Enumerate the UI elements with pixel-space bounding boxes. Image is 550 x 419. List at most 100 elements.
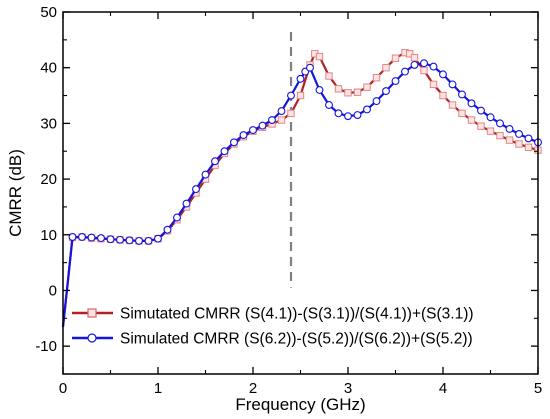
series-2-point [382,87,390,96]
series-2-point [344,112,352,121]
series-2-point [486,113,495,122]
series-2-point [296,74,305,83]
series-1-point [372,74,381,82]
x-tick-label: 5 [534,380,542,397]
series-2-point [467,99,476,108]
series-2-point [258,121,267,130]
legend-label-2: Simulated CMRR (S(6.2))-(S(5.2))/(S(6.2)… [120,331,473,348]
series-2-point [230,138,238,147]
series-2-point [363,105,371,114]
series-2-point [391,77,400,86]
x-tick-label: 1 [154,380,162,397]
series-2-point [201,170,210,179]
series-1-point [344,89,352,97]
series-2-point [211,157,219,166]
series-1-point [296,91,305,100]
series-2-point [496,119,504,128]
series-2-point [135,236,143,245]
series-2-point [116,235,124,244]
series-2-point [287,91,295,100]
series-2-point [325,101,333,109]
series-2-point [125,236,134,245]
y-tick-label: 10 [40,227,57,244]
series-2-point [515,130,523,138]
series-2-point [173,213,181,222]
series-2-point [154,234,162,243]
legend: Simutated CMRR (S(4.1))-(S(3.1))/(S(4.1)… [72,306,474,348]
series-2-point [524,134,533,143]
series-2-point [315,86,324,94]
series-1-point [334,85,343,93]
series-1-point [524,143,533,152]
series-1-point [467,116,476,124]
series-1 [61,48,542,327]
series-layer [61,48,542,327]
series-1-point [277,116,286,124]
y-tick-label: 40 [40,60,57,77]
series-2-point [505,125,514,133]
y-tick-label: 50 [40,4,57,21]
series-2-point [458,90,466,99]
x-tick-label: 4 [439,380,447,397]
x-tick-label: 2 [249,380,257,397]
series-1-point [429,80,438,89]
series-2-point [144,236,153,245]
series-1-point [410,53,419,62]
series-2-point [78,233,86,241]
series-1-point [325,72,333,80]
series-2-point [249,126,257,135]
legend-marker-circle [87,333,97,343]
x-tick-label: 3 [344,380,352,397]
series-2-point [268,116,276,124]
series-1-point [406,50,414,58]
series-1-point [353,88,362,96]
series-2-point [220,147,229,156]
series-2 [61,59,542,327]
series-1-point [287,109,295,118]
legend-marker-square [87,308,97,318]
series-1-point [439,91,447,100]
series-2-point [477,106,485,115]
series-2-point [182,199,191,208]
series-1-point [391,54,400,62]
x-tick-label: 0 [59,380,67,397]
series-1-point [458,109,466,118]
series-1-point [486,127,495,135]
legend-label-1: Simutated CMRR (S(4.1))-(S(3.1))/(S(4.1)… [120,306,474,323]
y-tick-label: 30 [40,115,57,132]
x-axis-title: Frequency (GHz) [235,395,365,414]
series-1-point [505,136,514,144]
series-2-point [372,97,381,106]
series-1-point [477,122,485,130]
series-2-point [277,107,286,116]
series-2-point [163,225,172,234]
series-1-point [420,66,428,75]
series-2-point [68,233,77,241]
series-1-point [448,101,457,109]
series-1-point [315,52,324,61]
y-axis-title: CMRR (dB) [6,149,25,237]
axes-layer: 0 1 2 3 4 5 -10 0 10 20 30 40 50 [35,4,542,397]
y-tick-label: 20 [40,171,57,188]
series-1-point [382,63,390,72]
series-2-point [429,62,438,71]
series-2-point [353,111,362,119]
series-1-point [515,140,523,148]
series-2-point [334,109,343,118]
series-2-point [448,80,457,89]
series-1-point [496,131,504,140]
series-2-point [106,235,115,244]
series-2-line [61,62,539,327]
series-2-point [192,185,200,194]
series-2-point [87,233,96,242]
series-2-point [97,234,105,243]
series-2-point [306,63,314,72]
series-1-point [363,83,371,91]
series-2-point [439,70,447,79]
y-tick-label: 0 [49,282,57,299]
series-2-point [410,60,419,69]
series-2-point [420,59,428,68]
series-2-point [401,67,409,76]
series-2-point [239,131,248,140]
